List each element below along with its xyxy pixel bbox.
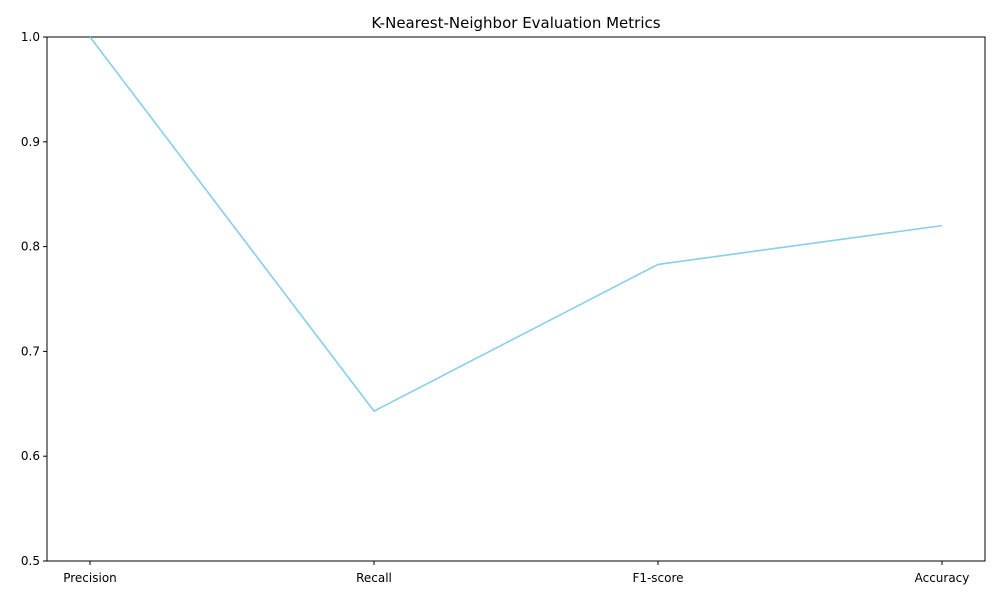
chart-title: K-Nearest-Neighbor Evaluation Metrics	[371, 14, 660, 32]
y-tick-label: 0.5	[21, 554, 40, 568]
x-tick-label-precision: Precision	[63, 571, 117, 585]
x-tick-label-accuracy: Accuracy	[915, 571, 970, 585]
y-tick-label: 1.0	[21, 30, 40, 44]
y-tick-label: 0.7	[21, 344, 40, 358]
plot-area: 0.5 0.6 0.7 0.8 0.9 1.0 Precision Recall F1-scor…	[21, 30, 986, 585]
plot-frame	[46, 36, 986, 562]
y-tick-label: 0.9	[21, 135, 40, 149]
x-tick-label-f1-score: F1-score	[632, 571, 683, 585]
y-tick-label: 0.6	[21, 449, 40, 463]
y-tick-label: 0.8	[21, 240, 40, 254]
series-line	[89, 36, 943, 412]
x-tick-label-recall: Recall	[356, 571, 392, 585]
